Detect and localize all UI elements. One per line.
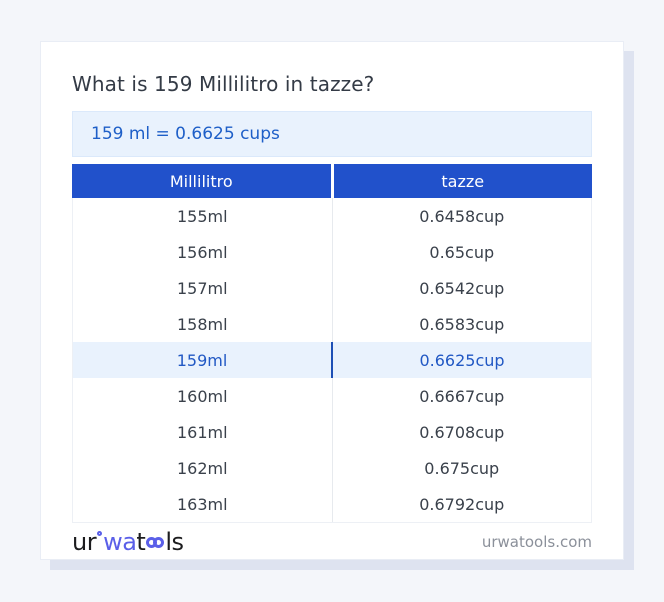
logo-text-wa: wa xyxy=(103,528,137,556)
table-row: 160ml 0.6667cup xyxy=(73,378,591,414)
card-footer: ur wa t ls urwatools.com xyxy=(72,523,592,561)
cup-cell: 0.6542cup xyxy=(419,278,505,298)
ml-cell: 161ml xyxy=(73,414,333,450)
cup-cell: 0.6667cup xyxy=(419,386,505,406)
ml-cell: 159ml xyxy=(73,342,333,378)
ml-cell: 160ml xyxy=(73,378,333,414)
table-header-millilitro: Millilitro xyxy=(72,164,331,198)
ml-cell: 163ml xyxy=(73,486,333,522)
logo-text-ls: ls xyxy=(165,528,184,556)
conversion-result-banner: 159 ml = 0.6625 cups xyxy=(72,111,592,157)
logo-text-t: t xyxy=(136,528,146,556)
table-header: Millilitro tazze xyxy=(72,164,592,198)
site-url-text: urwatools.com xyxy=(481,533,592,551)
table-row: 158ml 0.6583cup xyxy=(73,306,591,342)
table-header-tazze: tazze xyxy=(333,164,592,198)
table-row: 156ml 0.65cup xyxy=(73,234,591,270)
ml-cell: 155ml xyxy=(73,198,333,234)
ml-cell: 158ml xyxy=(73,306,333,342)
conversion-result-text: 159 ml = 0.6625 cups xyxy=(91,124,280,144)
conversion-table: Millilitro tazze 155ml 0.6458cup 156ml 0.65… xyxy=(72,164,592,523)
ml-cell: 157ml xyxy=(73,270,333,306)
urwatools-logo[interactable]: ur wa t ls xyxy=(72,528,184,556)
table-row: 163ml 0.6792cup xyxy=(73,486,591,522)
table-row: 161ml 0.6708cup xyxy=(73,414,591,450)
conversion-card: What is 159 Millilitro in tazze? 159 ml … xyxy=(40,41,624,560)
cup-cell: 0.675cup xyxy=(424,458,500,478)
table-row-highlighted: 159ml 0.6625cup xyxy=(73,342,591,378)
logo-text-ur: ur xyxy=(72,528,97,556)
linked-circles-icon xyxy=(146,536,165,548)
page-title: What is 159 Millilitro in tazze? xyxy=(72,72,375,96)
degree-circle-icon xyxy=(97,531,103,536)
table-row: 162ml 0.675cup xyxy=(73,450,591,486)
table-row: 157ml 0.6542cup xyxy=(73,270,591,306)
table-body: 155ml 0.6458cup 156ml 0.65cup 157ml 0.6542cup… xyxy=(72,198,592,523)
table-row: 155ml 0.6458cup xyxy=(73,198,591,234)
cup-cell: 0.6625cup xyxy=(419,350,505,370)
cup-cell: 0.65cup xyxy=(429,242,495,262)
cup-cell: 0.6708cup xyxy=(419,422,505,442)
cup-cell: 0.6792cup xyxy=(419,494,505,514)
cup-cell: 0.6583cup xyxy=(419,314,505,334)
ml-cell: 162ml xyxy=(73,450,333,486)
cup-cell: 0.6458cup xyxy=(419,206,505,226)
ml-cell: 156ml xyxy=(73,234,333,270)
